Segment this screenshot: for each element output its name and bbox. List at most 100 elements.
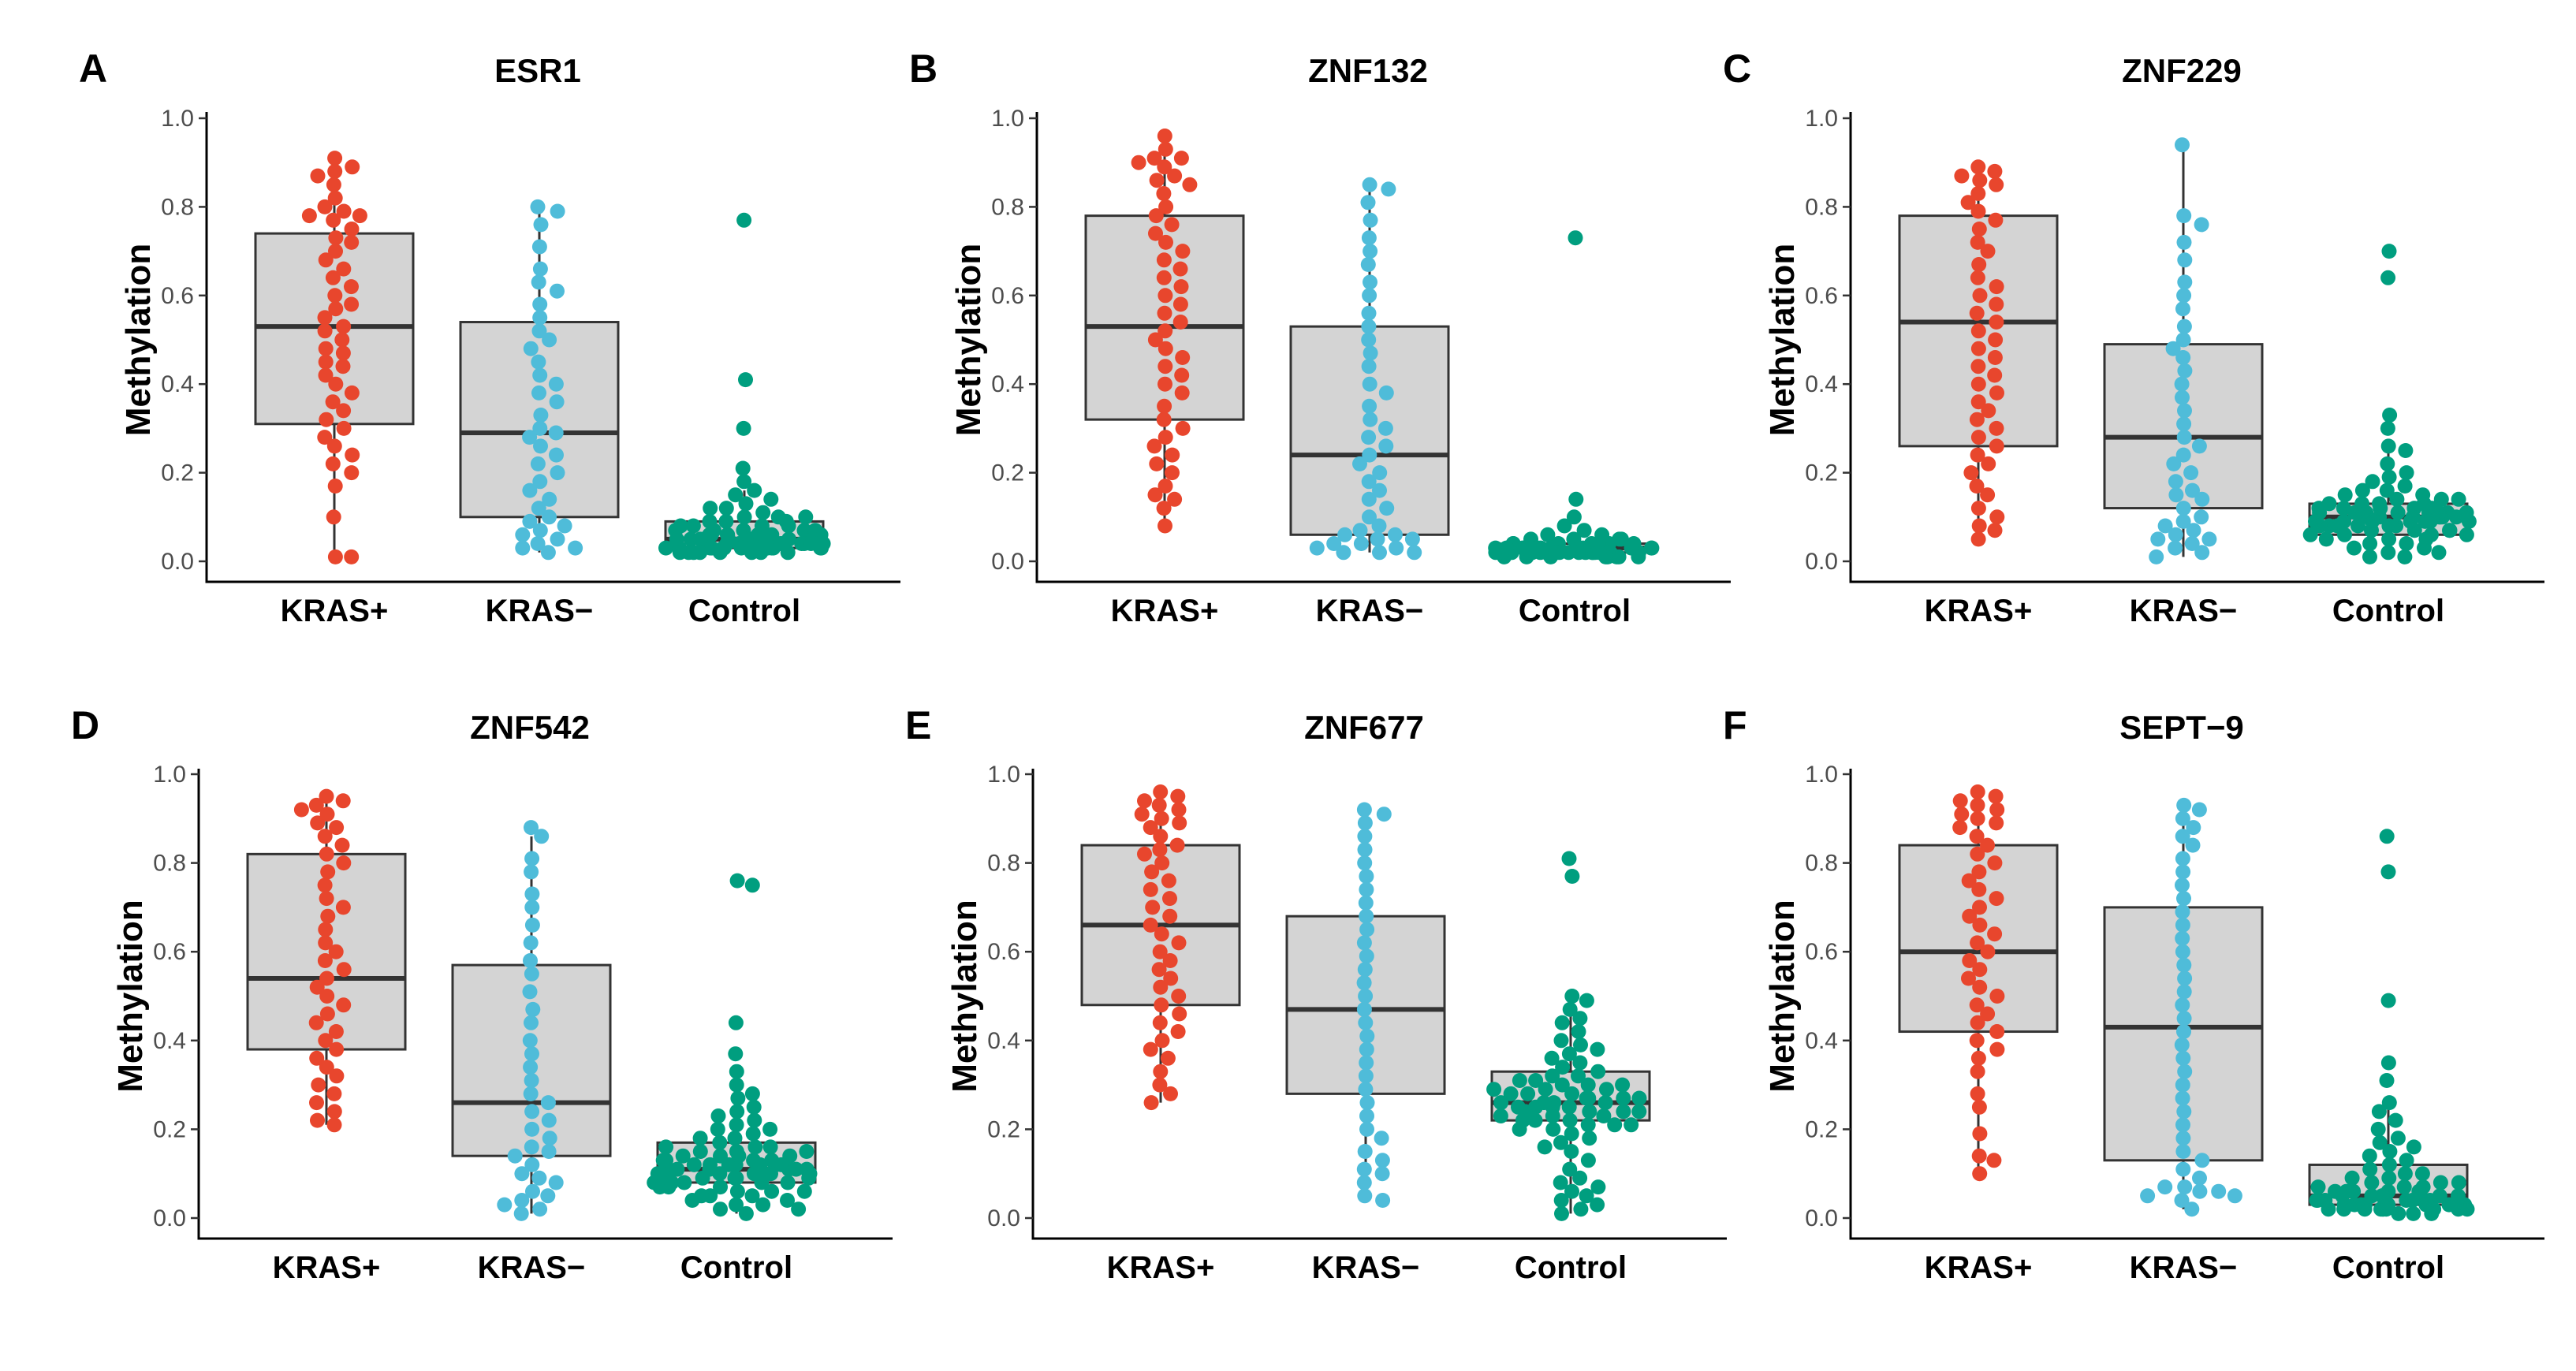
- data-point: [1962, 953, 1978, 968]
- box-control: [1488, 230, 1660, 564]
- data-point: [2391, 1205, 2406, 1221]
- data-point: [1548, 545, 1564, 561]
- data-point: [2337, 487, 2353, 503]
- data-point: [336, 997, 352, 1013]
- data-point: [1336, 545, 1351, 561]
- data-point: [1970, 1086, 1985, 1101]
- data-point: [1171, 802, 1187, 818]
- data-point: [729, 1183, 745, 1199]
- data-point: [2362, 536, 2378, 551]
- data-point: [2381, 244, 2397, 259]
- data-point: [2350, 518, 2365, 534]
- data-point: [542, 1131, 557, 1146]
- data-point: [2398, 443, 2414, 458]
- data-point: [1572, 1170, 1588, 1186]
- data-point: [513, 1205, 529, 1221]
- data-point: [2177, 274, 2193, 290]
- data-point: [2381, 531, 2397, 547]
- data-point: [1309, 540, 1325, 556]
- data-point: [317, 199, 333, 214]
- data-point: [320, 864, 336, 880]
- data-point: [1359, 881, 1374, 897]
- data-point: [1356, 1175, 1372, 1190]
- data-point: [1517, 1104, 1533, 1120]
- data-point: [735, 460, 751, 476]
- data-point: [1175, 350, 1191, 365]
- data-point: [1579, 993, 1594, 1008]
- data-point: [1988, 788, 2004, 804]
- data-point: [1151, 962, 1167, 978]
- data-point: [1357, 829, 1373, 844]
- data-point: [1175, 244, 1191, 259]
- data-point: [1169, 837, 1185, 853]
- data-point: [1969, 412, 1985, 427]
- data-point: [1970, 797, 1985, 813]
- data-point: [2397, 1166, 2413, 1182]
- data-point: [2175, 332, 2191, 348]
- data-point: [327, 151, 343, 166]
- data-point: [1562, 1161, 1578, 1177]
- data-point: [2176, 891, 2191, 907]
- data-point: [2175, 1131, 2191, 1146]
- data-point: [2186, 820, 2201, 836]
- data-point: [531, 323, 547, 339]
- data-point: [1987, 855, 2003, 871]
- data-point: [1353, 536, 1369, 551]
- data-point: [524, 1046, 539, 1062]
- y-tick-label: 0.8: [991, 194, 1024, 220]
- data-point: [2176, 319, 2192, 334]
- data-point: [530, 456, 546, 471]
- data-point: [702, 1161, 718, 1177]
- data-point: [2382, 408, 2398, 423]
- data-point: [533, 438, 548, 454]
- panel-title: ZNF677: [1304, 709, 1424, 746]
- data-point: [2373, 501, 2388, 516]
- data-point: [1147, 332, 1163, 348]
- y-tick-label: 0.8: [161, 194, 194, 220]
- data-point: [531, 501, 546, 516]
- data-point: [721, 1157, 736, 1172]
- panel-b: B ZNF132 Methylation 0.0 0.2 0.4 0.6 0.8 1.0 KRAS…: [909, 47, 1731, 628]
- data-point: [1544, 1050, 1560, 1066]
- data-point: [1971, 518, 1987, 534]
- data-point: [2194, 217, 2209, 233]
- data-point: [736, 474, 752, 490]
- data-point: [1954, 168, 1970, 184]
- data-point: [780, 1175, 796, 1190]
- data-point: [309, 1050, 325, 1066]
- data-point: [2381, 1095, 2397, 1111]
- data-point: [2347, 540, 2362, 556]
- data-point: [318, 367, 334, 383]
- data-point: [1970, 430, 1986, 445]
- data-point: [1980, 487, 1996, 503]
- y-axis-label: Methylation: [1763, 900, 1802, 1092]
- data-point: [1356, 975, 1372, 991]
- data-point: [2406, 1139, 2421, 1155]
- data-point: [532, 420, 548, 436]
- data-point: [1158, 234, 1173, 250]
- data-point: [1980, 944, 1996, 959]
- data-point: [1564, 1126, 1579, 1142]
- data-point: [1171, 989, 1187, 1004]
- data-point: [522, 984, 538, 1000]
- data-point: [1952, 820, 1968, 836]
- data-point: [1154, 1033, 1170, 1049]
- data-point: [1172, 261, 1188, 277]
- data-point: [2461, 513, 2477, 529]
- data-point: [326, 177, 341, 192]
- data-point: [1163, 971, 1179, 986]
- data-point: [744, 1188, 760, 1204]
- data-point: [1161, 873, 1176, 889]
- data-point: [1379, 501, 1395, 516]
- data-point: [328, 301, 344, 317]
- data-point: [2426, 1201, 2442, 1217]
- data-point: [2175, 301, 2190, 317]
- data-point: [507, 1148, 523, 1164]
- data-point: [2347, 505, 2363, 520]
- data-point: [1361, 491, 1377, 507]
- data-point: [2379, 1073, 2395, 1088]
- y-tick-label: 0.0: [991, 549, 1024, 575]
- data-point: [1989, 1024, 2005, 1039]
- box-control: [2302, 244, 2477, 564]
- x-category-label: KRAS+: [1925, 1250, 2033, 1285]
